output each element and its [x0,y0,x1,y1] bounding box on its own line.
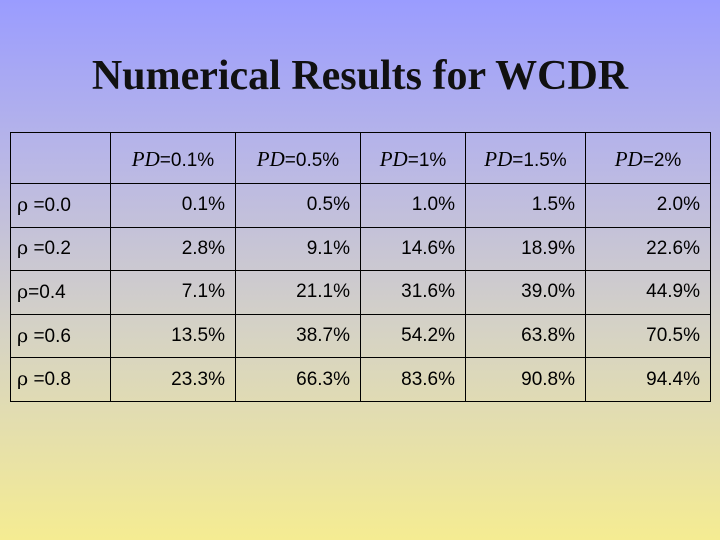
table-row: ρ =0.2 2.8% 9.1% 14.6% 18.9% 22.6% [10,226,711,272]
column-header: PD=0.1% [110,132,236,184]
table-cell: 0.5% [235,183,361,228]
table-cell: 21.1% [235,270,361,315]
table-cell: 90.8% [465,357,586,402]
table-cell: 9.1% [235,226,361,272]
column-header: PD=1% [360,132,466,184]
slide-title: Numerical Results for WCDR [91,53,629,99]
table-row: ρ =0.0 0.1% 0.5% 1.0% 1.5% 2.0% [10,183,711,228]
corner-cell [10,132,111,184]
results-table: PD=0.1% PD=0.5% PD=1% PD=1.5% PD=2% ρ =0… [10,132,711,402]
table-cell: 2.0% [585,183,711,228]
row-label: ρ =0.2 [10,226,111,272]
table-cell: 2.8% [110,226,236,272]
table-cell: 13.5% [110,313,236,359]
table-cell: 66.3% [235,357,361,402]
table-row: ρ =0.6 13.5% 38.7% 54.2% 63.8% 70.5% [10,313,711,359]
table-cell: 94.4% [585,357,711,402]
table-cell: 83.6% [360,357,466,402]
table-row: ρ=0.4 7.1% 21.1% 31.6% 39.0% 44.9% [10,270,711,315]
table-cell: 39.0% [465,270,586,315]
table-cell: 23.3% [110,357,236,402]
row-label: ρ=0.4 [10,270,111,315]
table-cell: 1.5% [465,183,586,228]
table-cell: 18.9% [465,226,586,272]
row-label: ρ =0.6 [10,313,111,359]
column-header: PD=1.5% [465,132,586,184]
table-cell: 22.6% [585,226,711,272]
row-label: ρ =0.8 [10,357,111,402]
table-cell: 14.6% [360,226,466,272]
table-cell: 31.6% [360,270,466,315]
table-cell: 38.7% [235,313,361,359]
table-cell: 0.1% [110,183,236,228]
header-row: PD=0.1% PD=0.5% PD=1% PD=1.5% PD=2% [10,132,711,184]
table-cell: 54.2% [360,313,466,359]
table-cell: 70.5% [585,313,711,359]
table-cell: 1.0% [360,183,466,228]
table-cell: 44.9% [585,270,711,315]
table-cell: 63.8% [465,313,586,359]
table-cell: 7.1% [110,270,236,315]
row-label: ρ =0.0 [10,183,111,228]
column-header: PD=2% [585,132,711,184]
column-header: PD=0.5% [235,132,361,184]
table-row: ρ =0.8 23.3% 66.3% 83.6% 90.8% 94.4% [10,357,711,402]
